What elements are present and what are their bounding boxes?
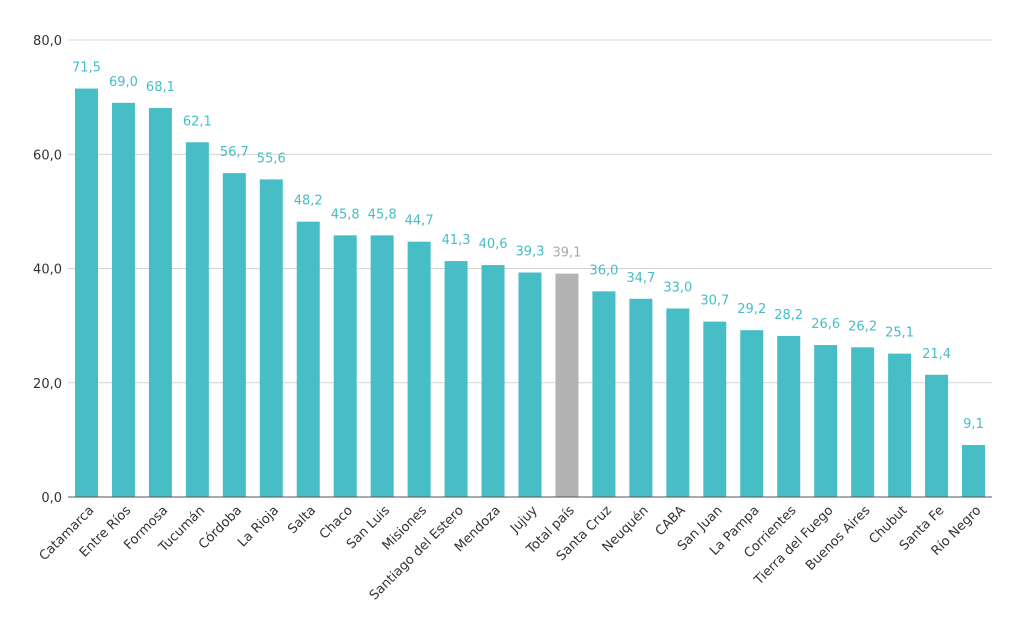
data-label: 68,1 — [146, 80, 175, 95]
data-label: 39,1 — [552, 246, 581, 261]
x-tick-label: Buenos Aires — [803, 503, 874, 574]
data-label: 34,7 — [626, 271, 655, 286]
bar — [592, 291, 616, 497]
data-label: 55,6 — [257, 151, 286, 166]
data-label: 33,0 — [663, 280, 692, 295]
data-label: 71,5 — [72, 61, 101, 76]
data-label: 9,1 — [963, 417, 984, 432]
bar — [629, 298, 653, 497]
x-tick-label: La Rioja — [235, 503, 282, 550]
x-tick-label: Salta — [285, 503, 319, 537]
bar — [444, 261, 468, 497]
y-tick-label: 80,0 — [33, 34, 62, 49]
data-label: 26,6 — [811, 317, 840, 332]
data-label: 44,7 — [405, 214, 434, 229]
bar — [185, 142, 209, 497]
data-label: 28,2 — [774, 308, 803, 323]
data-label: 36,0 — [589, 263, 618, 278]
bar — [518, 272, 542, 497]
data-label: 30,7 — [700, 294, 729, 309]
x-tick-label: Jujuy — [507, 503, 541, 537]
bar — [962, 445, 986, 497]
y-tick-label: 60,0 — [33, 148, 62, 163]
bar — [222, 173, 246, 497]
bar — [333, 235, 357, 497]
bar — [888, 353, 912, 497]
bar — [259, 179, 283, 497]
data-label: 21,4 — [922, 347, 951, 362]
y-axis-ticks: 0,0 20,0 40,0 60,0 80,0 — [33, 34, 62, 506]
bar — [703, 321, 727, 497]
bar — [148, 107, 172, 497]
data-label: 62,1 — [183, 114, 212, 129]
data-label: 45,8 — [331, 207, 360, 222]
bar — [296, 221, 320, 497]
bar — [666, 308, 690, 497]
bar — [74, 88, 98, 498]
y-tick-label: 40,0 — [33, 263, 62, 278]
data-labels: 71,5 69,0 68,1 62,1 56,7 55,6 48,2 45,8 45,8 44,7… — [72, 61, 984, 432]
bar — [111, 102, 135, 498]
data-label: 48,2 — [294, 194, 323, 209]
data-label: 69,0 — [109, 75, 138, 90]
bar — [777, 335, 801, 497]
data-label: 29,2 — [737, 302, 766, 317]
bars — [74, 88, 986, 498]
data-label: 56,7 — [220, 145, 249, 160]
y-tick-label: 20,0 — [33, 377, 62, 392]
data-label: 40,6 — [479, 237, 508, 252]
data-label: 45,8 — [368, 207, 397, 222]
y-tick-label: 0,0 — [41, 491, 62, 506]
data-label: 39,3 — [516, 244, 545, 259]
data-label: 26,2 — [848, 319, 877, 334]
bar — [481, 265, 505, 497]
bar — [370, 235, 394, 497]
data-label: 25,1 — [885, 326, 914, 341]
bar — [407, 241, 431, 497]
bar — [555, 273, 579, 497]
bar — [851, 347, 875, 497]
data-label: 41,3 — [442, 233, 471, 248]
bar — [814, 345, 838, 497]
bar — [925, 374, 949, 497]
bar — [740, 330, 764, 497]
